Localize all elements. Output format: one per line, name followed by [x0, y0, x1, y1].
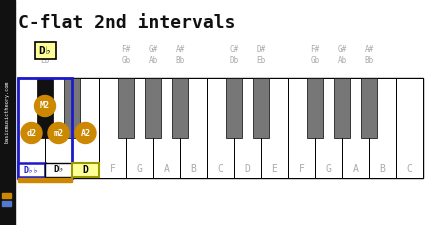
Bar — [45, 163, 72, 177]
Text: d2: d2 — [26, 128, 37, 137]
Text: F: F — [299, 164, 304, 174]
Bar — [369, 78, 396, 178]
Bar — [34, 42, 55, 59]
Bar — [72, 163, 99, 177]
Bar — [18, 178, 72, 182]
Text: D♭: D♭ — [38, 45, 52, 56]
Bar — [0, 0, 15, 225]
Text: C#: C# — [229, 45, 238, 54]
Text: Gb: Gb — [310, 56, 319, 65]
Text: Gb: Gb — [121, 56, 131, 65]
Text: C-flat 2nd intervals: C-flat 2nd intervals — [18, 14, 235, 32]
Text: m2: m2 — [54, 128, 63, 137]
Text: C: C — [217, 164, 224, 174]
Bar — [153, 78, 180, 178]
Bar — [118, 78, 134, 138]
Bar — [99, 78, 126, 178]
Bar — [2, 193, 11, 198]
Bar — [307, 78, 323, 138]
Text: D: D — [245, 164, 250, 174]
Text: Ab: Ab — [148, 56, 158, 65]
Text: A2: A2 — [81, 128, 91, 137]
Text: C: C — [29, 164, 34, 174]
Text: B: B — [191, 164, 196, 174]
Text: G#: G# — [337, 45, 347, 54]
Text: E: E — [83, 164, 88, 174]
Bar — [361, 78, 377, 138]
Circle shape — [48, 122, 69, 144]
Text: Bb: Bb — [176, 56, 185, 65]
Bar — [288, 78, 315, 178]
Bar — [315, 78, 342, 178]
Circle shape — [75, 122, 96, 144]
Bar — [342, 78, 369, 178]
Bar — [334, 78, 350, 138]
Text: B: B — [380, 164, 385, 174]
Text: M2: M2 — [40, 101, 50, 110]
Text: Db: Db — [229, 56, 238, 65]
Text: D♭: D♭ — [53, 166, 64, 175]
Bar — [72, 78, 99, 178]
Bar — [234, 78, 261, 178]
Bar — [172, 78, 188, 138]
Bar — [126, 78, 153, 178]
Bar — [18, 78, 72, 178]
Bar — [18, 78, 45, 178]
Text: G: G — [136, 164, 143, 174]
Bar — [18, 163, 45, 177]
Text: F#: F# — [310, 45, 319, 54]
Text: F#: F# — [121, 45, 131, 54]
Text: Ab: Ab — [337, 56, 347, 65]
Text: basicmusictheory.com: basicmusictheory.com — [5, 81, 10, 143]
Text: A: A — [352, 164, 359, 174]
Text: G#: G# — [148, 45, 158, 54]
Text: D#: D# — [257, 45, 266, 54]
Text: Eb: Eb — [257, 56, 266, 65]
Text: D: D — [83, 165, 88, 175]
Text: G: G — [326, 164, 331, 174]
Text: D: D — [55, 164, 62, 174]
Text: D♭♭: D♭♭ — [24, 166, 39, 175]
Bar — [64, 78, 80, 138]
Bar — [18, 78, 423, 178]
Bar — [207, 78, 234, 178]
Bar — [37, 78, 53, 138]
Bar — [2, 201, 11, 206]
Circle shape — [34, 95, 55, 117]
Bar — [226, 78, 242, 138]
Bar — [261, 78, 288, 178]
Text: D#: D# — [40, 45, 50, 54]
Text: A#: A# — [364, 45, 374, 54]
Text: Bb: Bb — [364, 56, 374, 65]
Circle shape — [21, 122, 42, 144]
Text: A#: A# — [176, 45, 185, 54]
Bar — [253, 78, 269, 138]
Text: A: A — [164, 164, 169, 174]
Bar — [145, 78, 161, 138]
Bar — [45, 78, 72, 178]
Text: E: E — [271, 164, 278, 174]
Bar — [396, 78, 423, 178]
Text: F: F — [110, 164, 115, 174]
Text: Eb: Eb — [40, 56, 50, 65]
Text: C: C — [407, 164, 412, 174]
Bar — [180, 78, 207, 178]
